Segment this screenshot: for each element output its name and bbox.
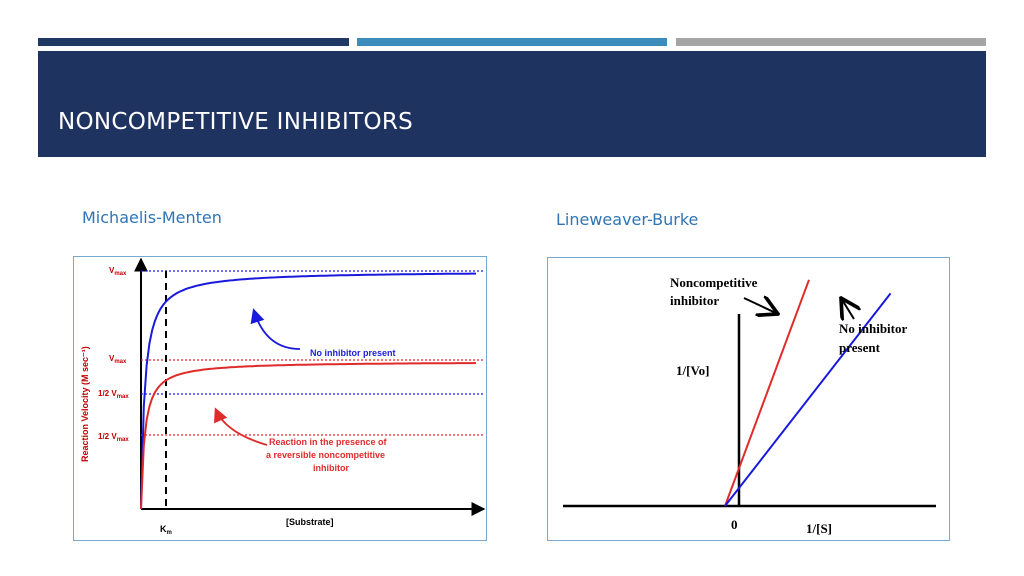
mm-annotation-arrow-blue [250,308,301,350]
lineweaver-burke-heading: Lineweaver-Burke [556,210,699,229]
lb-x-axis-label: 1/[S] [806,521,832,536]
lb-line-no-inhibitor [724,292,892,507]
title-banner: NONCOMPETITIVE INHIBITORS [38,51,986,157]
mm-y-axis-label: Reaction Velocity (M sec⁻¹) [80,346,90,462]
mm-annotation-arrow-red [213,407,268,446]
lineweaver-burke-chart: Noncompetitive inhibitor No inhibitor pr… [547,257,950,541]
accent-band-blue [357,38,667,46]
lb-y-axis-label: 1/[Vo] [676,363,709,378]
mm-tick-vmax: Vmax [109,266,127,277]
mm-annotation-no-inhibitor: No inhibitor present [310,348,396,358]
lineweaver-burke-plot: Noncompetitive inhibitor No inhibitor pr… [563,275,936,536]
lb-tick-zero: 0 [731,517,738,532]
accent-band-dark [38,38,349,46]
mm-tick-half-vmax: 1/2 Vmax [98,389,129,400]
mm-tick-km: Km [160,524,172,536]
michaelis-menten-plot: Vmax Vmax 1/2 Vmax 1/2 Vmax Km [Substrat… [80,257,486,536]
accent-band-gray [676,38,986,46]
mm-annotation-inhibitor-line3: inhibitor [313,463,349,473]
mm-annotation-inhibitor-line1: Reaction in the presence of [269,437,388,447]
mm-curve-inhibitor [140,362,477,510]
lb-annotation-inhibitor-line1: Noncompetitive [670,275,758,290]
mm-annotation-inhibitor-line2: a reversible noncompetitive [266,450,385,460]
mm-tick-half-vmax-inhibited: 1/2 Vmax [98,432,129,443]
lb-line-inhibitor [724,279,810,507]
mm-curve-no-inhibitor [140,272,476,510]
mm-tick-vmax-inhibited: Vmax [109,354,127,365]
lb-annotation-arrow-inhibitor [743,298,778,314]
lb-annotation-inhibitor-line2: inhibitor [670,293,719,308]
michaelis-menten-chart: Vmax Vmax 1/2 Vmax 1/2 Vmax Km [Substrat… [73,256,487,541]
slide-title: NONCOMPETITIVE INHIBITORS [58,109,414,135]
lb-annotation-no-inhibitor-line2: present [839,340,881,355]
mm-x-axis-label: [Substrate] [286,517,334,527]
lb-annotation-arrow-no-inhibitor [841,298,854,319]
lb-annotation-no-inhibitor-line1: No inhibitor [839,321,907,336]
michaelis-menten-heading: Michaelis-Menten [82,208,222,227]
